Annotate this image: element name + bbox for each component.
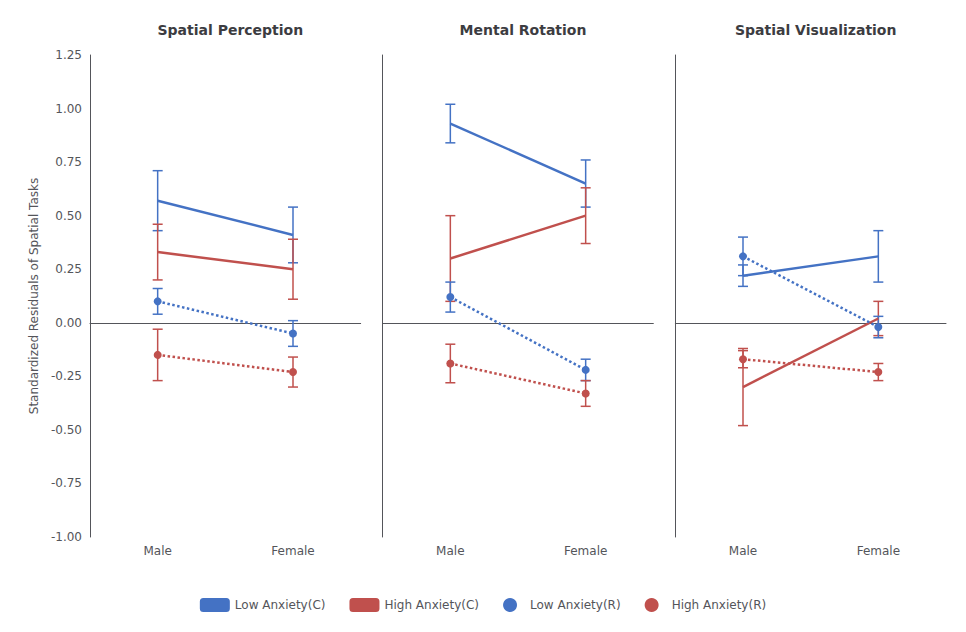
svg-text:0.50: 0.50 [55,209,82,223]
svg-text:Spatial Visualization: Spatial Visualization [735,22,897,38]
svg-text:Male: Male [436,544,464,558]
svg-text:Standardized Residuals of Spat: Standardized Residuals of Spatial Tasks [27,178,41,414]
svg-text:-1.00: -1.00 [51,530,82,544]
svg-text:-0.50: -0.50 [51,423,82,437]
svg-text:-0.25: -0.25 [51,369,82,383]
svg-text:1.00: 1.00 [55,102,82,116]
svg-text:High Anxiety(C): High Anxiety(C) [384,598,479,612]
svg-text:Low Anxiety(R): Low Anxiety(R) [530,598,621,612]
svg-text:High Anxiety(R): High Anxiety(R) [672,598,767,612]
svg-text:Low Anxiety(C): Low Anxiety(C) [235,598,326,612]
svg-text:0.25: 0.25 [55,262,82,276]
svg-text:1.25: 1.25 [55,48,82,62]
svg-text:Mental Rotation: Mental Rotation [460,22,587,38]
svg-text:Male: Male [729,544,757,558]
svg-text:-0.75: -0.75 [51,476,82,490]
svg-text:0.75: 0.75 [55,155,82,169]
svg-text:Female: Female [271,544,314,558]
svg-text:0.00: 0.00 [55,316,82,330]
svg-text:Male: Male [143,544,171,558]
svg-text:Female: Female [564,544,607,558]
svg-text:Spatial Perception: Spatial Perception [157,22,303,38]
svg-text:Female: Female [857,544,900,558]
